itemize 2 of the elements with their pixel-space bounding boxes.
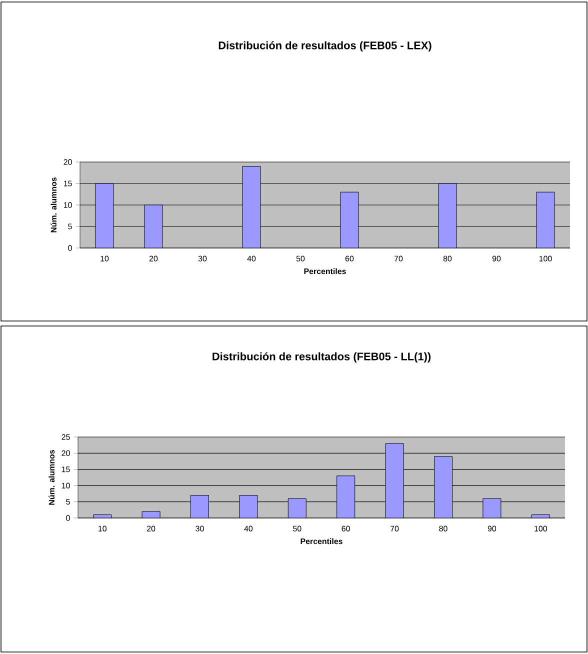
chart-title: Distribución de resultados (FEB05 - LEX) — [218, 41, 432, 52]
chart-title: Distribución de resultados (FEB05 - LL(1)) — [212, 352, 431, 362]
